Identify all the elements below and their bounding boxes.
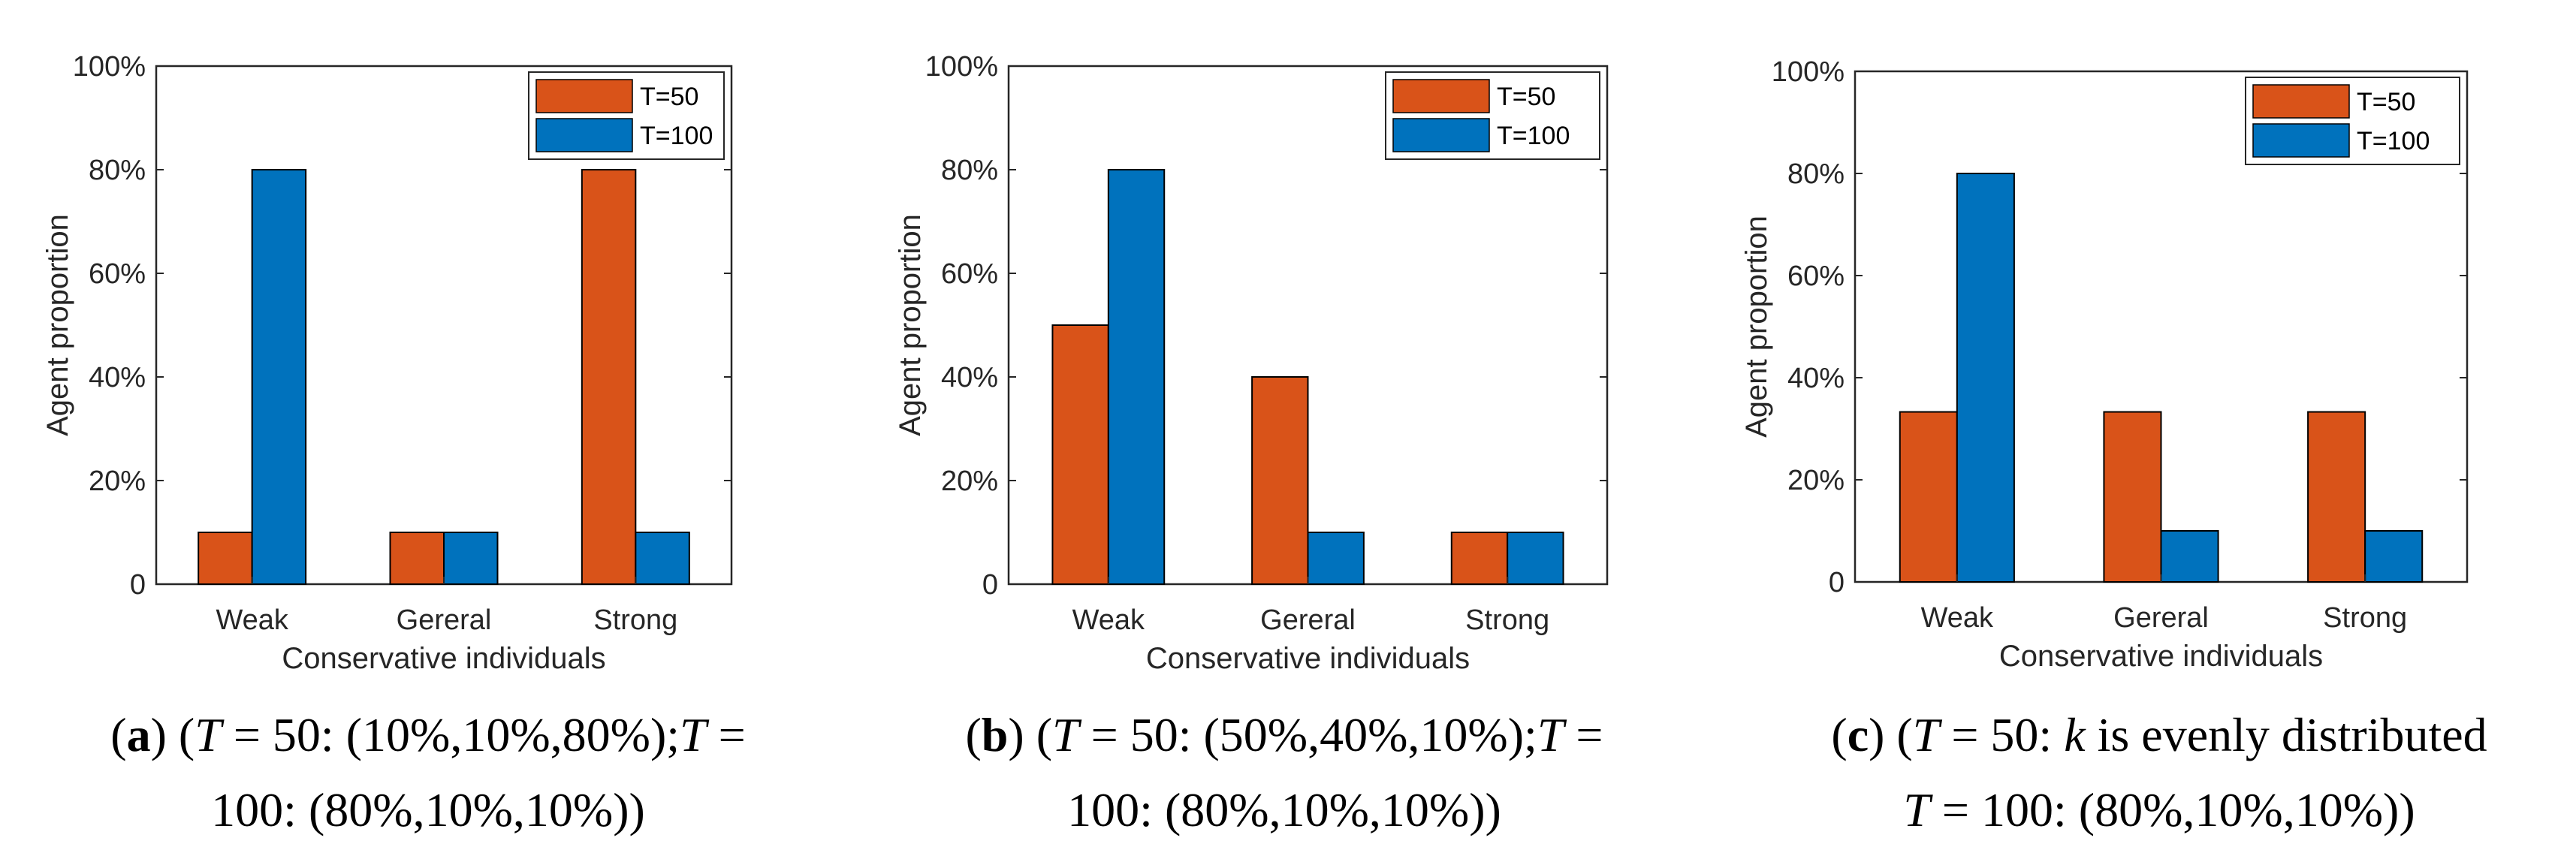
- caption-b: (b) (T = 50: (50%,40%,10%);T = 100: (80%…: [965, 708, 1603, 836]
- y-tick-label: 60%: [941, 258, 998, 290]
- legend-label: T=50: [1497, 83, 1555, 111]
- bar-t50-weak: [1051, 324, 1109, 585]
- x-tick-label: Weak: [1072, 604, 1145, 636]
- legend-label: T=50: [640, 83, 698, 111]
- y-tick-label: 80%: [89, 155, 146, 186]
- caption-a-line2: 100: (80%,10%,10%)): [211, 783, 645, 836]
- y-tick-label: 20%: [941, 466, 998, 497]
- y-tick-label: 0: [982, 569, 998, 601]
- x-axis-label: Conservative individuals: [1999, 640, 2323, 673]
- x-tick-label: Strong: [1465, 604, 1549, 636]
- bar-t100-strong: [2364, 530, 2424, 583]
- bar-t100-general: [2160, 530, 2219, 583]
- y-tick-label: 20%: [1787, 465, 1845, 496]
- legend-label: T=100: [2357, 127, 2430, 155]
- charts-group: 020%40%60%80%100%Weak Gereral StrongConser…: [41, 51, 2469, 675]
- y-axis-label: Agent proportion: [41, 214, 74, 436]
- bar-t50-strong: [2307, 411, 2366, 583]
- y-tick-label: 20%: [89, 466, 146, 497]
- x-tick-label: Gereral: [397, 604, 492, 636]
- x-axis-label: Conservative individuals: [282, 642, 605, 675]
- bar-t50-strong: [1450, 532, 1509, 585]
- y-tick-label: 60%: [1787, 261, 1845, 292]
- caption-c-line2: T = 100: (80%,10%,10%)): [1903, 783, 2415, 836]
- y-axis-label: Agent proportion: [1740, 216, 1773, 438]
- caption-c-line1: (c) (T = 50: k is evenly distributed: [1831, 708, 2487, 761]
- caption-c: (c) (T = 50: k is evenly distributed T =…: [1831, 708, 2487, 836]
- legend-label: T=100: [1497, 122, 1570, 150]
- caption-a: (a) (T = 50: (10%,10%,80%);T = 100: (80%…: [110, 708, 745, 836]
- y-axis-label: Agent proportion: [894, 214, 927, 436]
- y-tick-label: 40%: [89, 362, 146, 393]
- x-tick-label: Weak: [1921, 602, 1994, 634]
- legend: T=50 T=100: [2245, 77, 2460, 165]
- chart-c: 0 20% 40% 60% 80% 100% Weak Gereral StrongConser…: [1740, 56, 2469, 673]
- y-tick-label: 40%: [1787, 363, 1845, 394]
- y-tick-label: 80%: [941, 155, 998, 186]
- x-tick-label: Gereral: [2113, 602, 2209, 634]
- legend: T=50 T=100: [528, 71, 725, 160]
- y-tick-label: 100%: [73, 51, 146, 83]
- y-tick-label: 40%: [941, 362, 998, 393]
- bar-t50-strong: [581, 169, 637, 585]
- bar-t100-strong: [635, 532, 690, 585]
- legend-swatch-t50: [535, 79, 633, 113]
- x-tick-label: Weak: [216, 604, 288, 636]
- chart-a: 0 20% 40% 60% 80% 100% Weak Gereral Strong Conser…: [41, 51, 733, 675]
- legend-swatch-t100: [535, 118, 633, 152]
- bar-t50-weak: [198, 532, 253, 585]
- legend-swatch-t50: [2252, 84, 2350, 119]
- bar-t100-weak: [251, 169, 307, 585]
- bar-t100-general: [443, 532, 499, 585]
- y-tick-label: 80%: [1787, 158, 1845, 190]
- bar-t100-general: [1307, 532, 1365, 585]
- y-tick-label: 0: [1829, 567, 1845, 598]
- x-axis-label: Conservative individuals: [1146, 642, 1470, 675]
- y-tick-label: 0: [130, 569, 146, 601]
- bar-t50-weak: [1899, 411, 1958, 583]
- bar-t100-weak: [1107, 169, 1166, 585]
- bar-t50-general: [389, 532, 445, 585]
- legend-label: T=50: [2357, 88, 2415, 116]
- caption-b-line1: (b) (T = 50: (50%,40%,10%);T =: [965, 708, 1603, 761]
- bar-t100-weak: [1956, 173, 2015, 583]
- caption-b-line2: 100: (80%,10%,10%)): [1067, 783, 1501, 836]
- legend-swatch-t100: [2252, 123, 2350, 158]
- legend: T=50 T=100: [1385, 71, 1600, 160]
- bar-t50-general: [1251, 376, 1309, 585]
- y-tick-label: 100%: [925, 51, 998, 83]
- bar-t50-general: [2103, 411, 2162, 583]
- y-tick-label: 100%: [1772, 56, 1845, 88]
- x-tick-label: Strong: [593, 604, 677, 636]
- y-tick-label: 60%: [89, 258, 146, 290]
- x-tick-label: Gereral: [1260, 604, 1356, 636]
- legend-swatch-t50: [1392, 79, 1490, 113]
- chart-b: 0 20% 40% 60% 80% 100% Weak Gereral Strong Conser…: [894, 51, 1609, 675]
- legend-swatch-t100: [1392, 118, 1490, 152]
- bar-t100-strong: [1507, 532, 1564, 585]
- x-tick-label: Strong: [2323, 602, 2407, 634]
- legend-label: T=100: [640, 122, 713, 150]
- caption-a-line1: (a) (T = 50: (10%,10%,80%);T =: [110, 708, 745, 761]
